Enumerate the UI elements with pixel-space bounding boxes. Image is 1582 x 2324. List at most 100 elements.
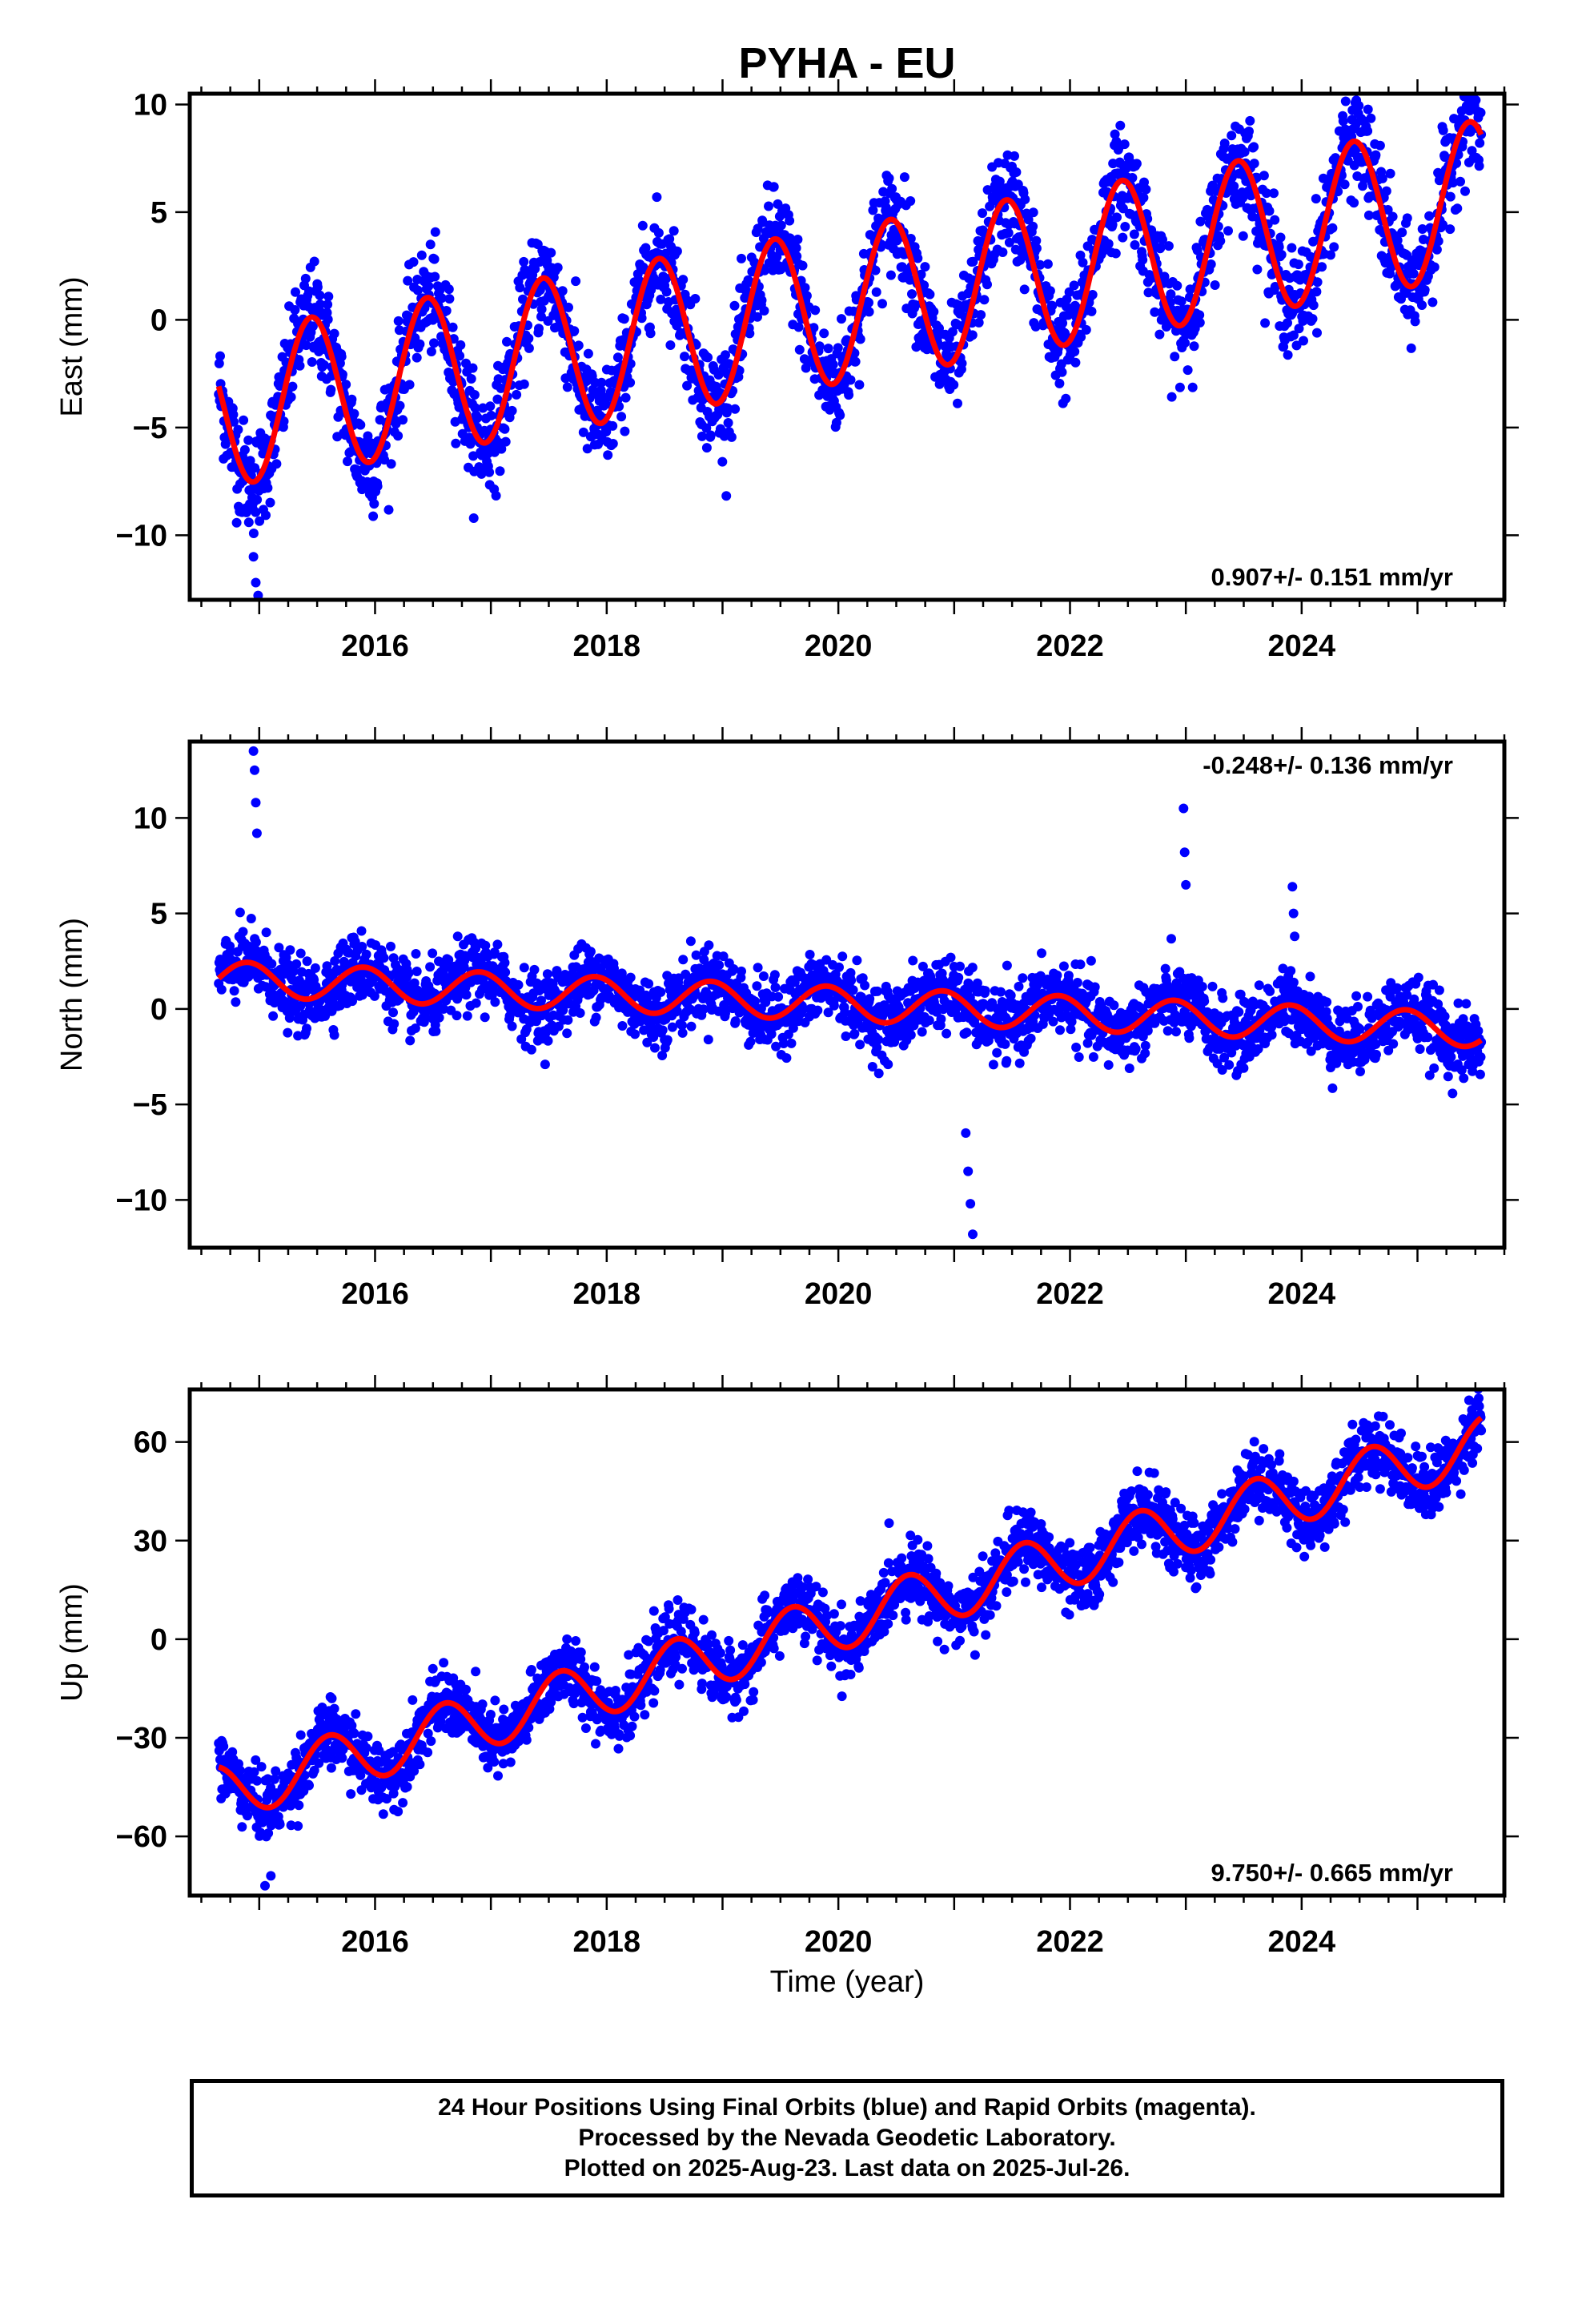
- data-point: [650, 1043, 660, 1053]
- east-fit-line: [215, 119, 1484, 485]
- data-point: [416, 250, 427, 260]
- data-point: [871, 287, 881, 297]
- data-point: [845, 375, 856, 385]
- data-point: [828, 360, 838, 370]
- data-point: [982, 185, 993, 195]
- data-point: [492, 939, 503, 950]
- data-point: [835, 410, 845, 420]
- data-point: [907, 289, 917, 300]
- data-point: [1158, 235, 1167, 245]
- data-point: [949, 380, 959, 390]
- data-point: [1270, 215, 1280, 225]
- data-point: [1459, 81, 1468, 90]
- data-point: [1449, 114, 1460, 124]
- data-point: [703, 1035, 713, 1045]
- data-point: [1112, 212, 1122, 223]
- y-tick-label: 10: [134, 88, 167, 122]
- data-point: [721, 1008, 730, 1019]
- data-point: [770, 983, 781, 992]
- data-point: [429, 254, 440, 264]
- data-point: [347, 394, 357, 404]
- outlier-point: [251, 577, 261, 588]
- data-point: [255, 516, 265, 526]
- data-point: [877, 299, 887, 309]
- data-point: [1138, 192, 1149, 203]
- data-point: [714, 960, 725, 971]
- data-point: [760, 265, 770, 275]
- data-point: [431, 1026, 441, 1036]
- data-point: [215, 351, 225, 361]
- data-point: [512, 389, 522, 400]
- data-point: [425, 239, 436, 250]
- data-point: [982, 279, 992, 290]
- data-point: [1103, 239, 1114, 249]
- data-point: [1138, 255, 1148, 265]
- data-point: [665, 234, 675, 244]
- data-point: [929, 307, 939, 317]
- outlier-point: [253, 590, 263, 600]
- data-point: [1311, 287, 1322, 297]
- data-point: [1109, 1000, 1119, 1011]
- data-point: [745, 328, 755, 339]
- data-point: [620, 392, 631, 403]
- data-point: [1086, 306, 1097, 316]
- data-point: [1130, 239, 1140, 250]
- data-point: [829, 1000, 839, 1011]
- data-point: [805, 950, 815, 959]
- data-point: [809, 323, 819, 333]
- data-point: [1276, 250, 1287, 259]
- data-point: [1174, 382, 1185, 392]
- data-point: [1088, 1051, 1098, 1062]
- data-point: [319, 360, 329, 370]
- data-point: [979, 295, 990, 305]
- data-point: [1471, 45, 1480, 54]
- data-point: [1424, 211, 1435, 221]
- data-point: [691, 990, 701, 999]
- data-point: [1475, 138, 1485, 148]
- data-point: [1275, 232, 1286, 243]
- data-point: [452, 1011, 462, 1021]
- data-point: [978, 999, 989, 1009]
- data-point: [426, 347, 436, 356]
- data-point: [980, 986, 990, 996]
- data-point: [1392, 235, 1403, 246]
- data-point: [625, 359, 636, 369]
- data-point: [1189, 341, 1199, 352]
- data-point: [998, 247, 1008, 257]
- data-point: [470, 403, 480, 413]
- data-point: [361, 949, 371, 959]
- data-point: [1385, 168, 1395, 179]
- data-point: [1312, 277, 1323, 287]
- data-point: [430, 227, 440, 237]
- data-point: [769, 970, 780, 980]
- data-point: [717, 456, 728, 467]
- data-point: [591, 1012, 601, 1023]
- data-point: [582, 444, 592, 454]
- data-point: [1251, 226, 1262, 236]
- data-point: [300, 273, 311, 283]
- data-point: [967, 330, 978, 340]
- data-point: [500, 436, 511, 447]
- data-point: [1124, 1063, 1134, 1073]
- data-point: [529, 964, 540, 975]
- data-point: [1023, 215, 1034, 225]
- data-point: [1438, 219, 1448, 230]
- data-point: [612, 352, 623, 363]
- data-point: [1037, 948, 1046, 959]
- data-point: [1030, 321, 1041, 332]
- data-point: [737, 966, 746, 976]
- data-point: [723, 418, 733, 428]
- data-point: [408, 257, 419, 267]
- data-point: [745, 1036, 756, 1047]
- data-point: [1254, 980, 1264, 991]
- data-point: [235, 907, 245, 918]
- data-point: [653, 227, 664, 238]
- data-point: [562, 1028, 572, 1039]
- data-point: [405, 1035, 416, 1046]
- data-point: [1110, 129, 1120, 139]
- data-point: [637, 220, 648, 231]
- data-point: [1004, 237, 1014, 247]
- data-point: [1217, 1065, 1227, 1075]
